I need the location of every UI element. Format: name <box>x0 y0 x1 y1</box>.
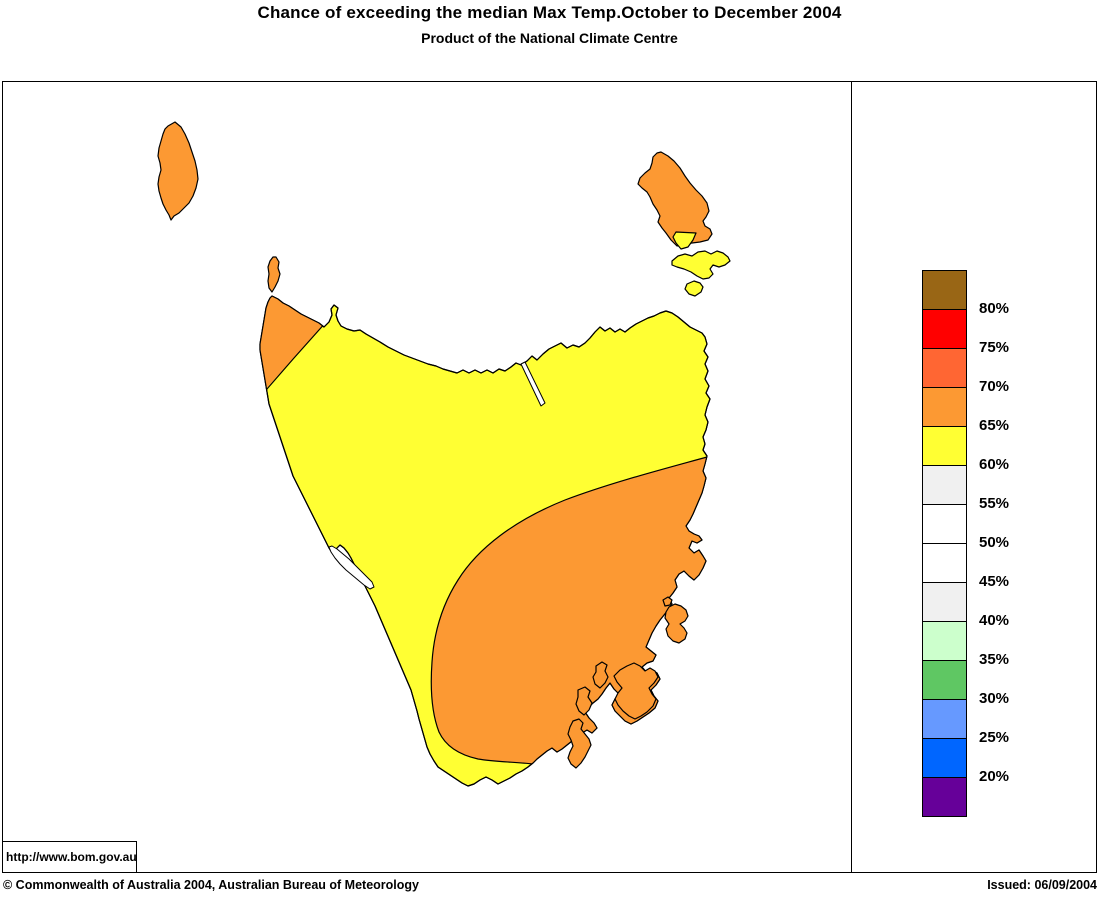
legend-label: 50% <box>979 534 1010 551</box>
legend-label: 20% <box>979 768 1010 785</box>
legend-swatch <box>922 699 967 739</box>
legend-label: 80% <box>979 300 1010 317</box>
legend-swatch <box>922 543 967 583</box>
legend-label: 60% <box>979 456 1010 473</box>
legend-swatch <box>922 309 967 349</box>
legend-label: 55% <box>979 495 1010 512</box>
url-text: http://www.bom.gov.au <box>6 850 137 864</box>
legend-swatch <box>922 777 967 817</box>
legend-label: 30% <box>979 690 1010 707</box>
url-box: http://www.bom.gov.au <box>2 841 137 873</box>
legend-swatch <box>922 582 967 622</box>
legend-label: 40% <box>979 612 1010 629</box>
issued-text: Issued: 06/09/2004 <box>987 878 1097 892</box>
page-title: Chance of exceeding the median Max Temp.… <box>257 3 842 22</box>
legend-swatch <box>922 660 967 700</box>
legend-labels: 80% 75% 70% 65% 60% 55% 50% 45% 40% 35% 30% 25% 20% <box>979 270 1049 830</box>
legend-divider <box>851 81 852 873</box>
legend-label: 65% <box>979 417 1010 434</box>
legend-label: 35% <box>979 651 1010 668</box>
legend-label: 75% <box>979 339 1010 356</box>
legend-label: 70% <box>979 378 1010 395</box>
copyright-text: © Commonwealth of Australia 2004, Austra… <box>3 878 419 892</box>
legend-label: 45% <box>979 573 1010 590</box>
legend-swatch <box>922 426 967 466</box>
legend-swatch <box>922 270 967 310</box>
legend-label: 25% <box>979 729 1010 746</box>
legend-swatch <box>922 348 967 388</box>
legend-swatch <box>922 621 967 661</box>
legend-swatches <box>922 270 967 817</box>
page-subtitle: Product of the National Climate Centre <box>421 30 678 46</box>
legend-swatch <box>922 738 967 778</box>
legend-swatch <box>922 504 967 544</box>
legend-swatch <box>922 465 967 505</box>
legend-swatch <box>922 387 967 427</box>
